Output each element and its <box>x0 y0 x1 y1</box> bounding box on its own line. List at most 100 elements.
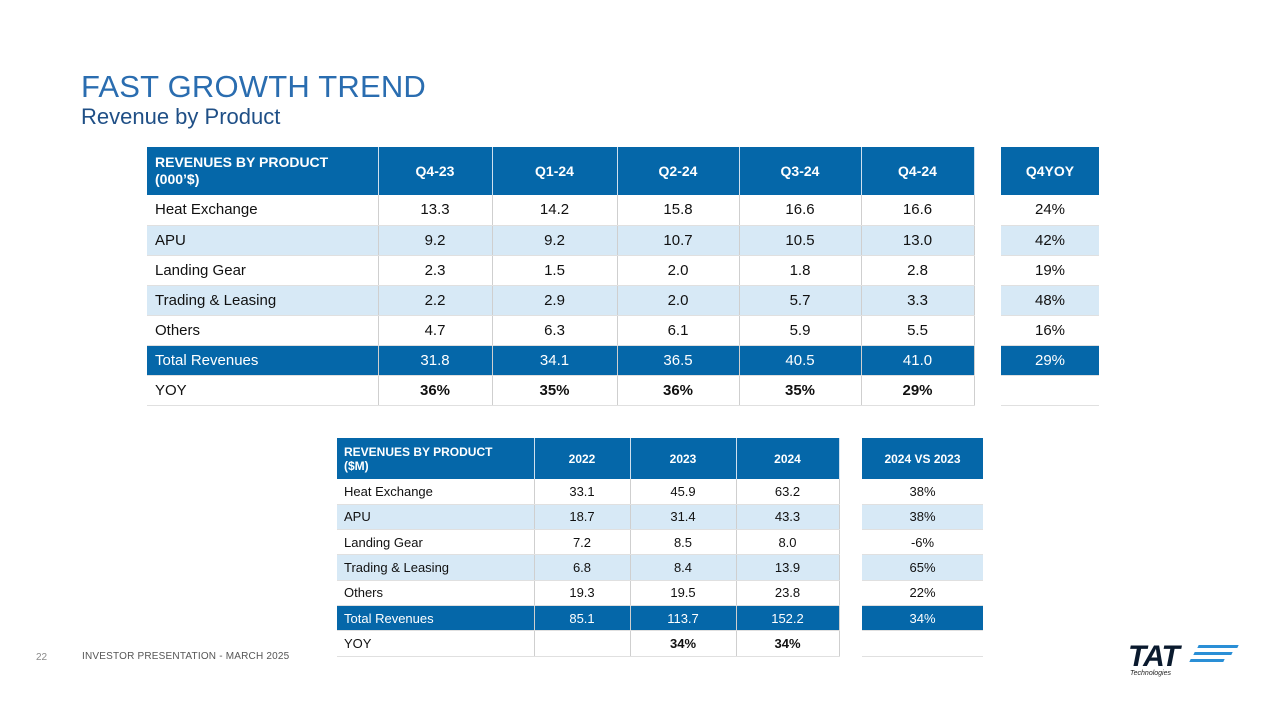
table-cell: 8.0 <box>736 529 840 556</box>
row-label: Others <box>147 315 379 346</box>
row-label: Heat Exchange <box>147 195 379 226</box>
table-row: Total Revenues 85.1 113.7 152.2 <box>337 605 840 632</box>
table-cell: 16.6 <box>861 195 975 226</box>
table-row <box>862 630 983 657</box>
yoy-cell: -6% <box>862 529 983 556</box>
page-title: FAST GROWTH TREND <box>81 69 426 104</box>
table-cell: 13.3 <box>378 195 493 226</box>
column-header: 2022 <box>534 438 631 479</box>
table-row: 29% <box>1001 345 1099 376</box>
row-label: Landing Gear <box>337 529 535 556</box>
table-cell: 33.1 <box>534 479 631 505</box>
row-label: Landing Gear <box>147 255 379 286</box>
table-cell: 9.2 <box>492 225 618 256</box>
table-cell: 6.1 <box>617 315 740 346</box>
table-cell: 8.4 <box>630 554 737 581</box>
table-row: Heat Exchange 13.3 14.2 15.8 16.6 16.6 <box>147 195 975 226</box>
table-cell: 45.9 <box>630 479 737 505</box>
table-cell: 2.0 <box>617 255 740 286</box>
table-cell: 19.3 <box>534 580 631 606</box>
quarterly-yoy-table: Q4YOY 24% 42% 19% 48% 16% 29% <box>1001 147 1099 406</box>
table-cell: 2.3 <box>378 255 493 286</box>
table-cell: 7.2 <box>534 529 631 556</box>
yoy-cell: 24% <box>1001 195 1099 226</box>
table-cell: 5.5 <box>861 315 975 346</box>
table-cell: 43.3 <box>736 504 840 531</box>
row-label: APU <box>337 504 535 531</box>
table-cell: 9.2 <box>378 225 493 256</box>
table-row: 65% <box>862 554 983 581</box>
table-cell <box>534 630 631 657</box>
page-subtitle: Revenue by Product <box>81 104 281 129</box>
footer-text: INVESTOR PRESENTATION - MARCH 2025 <box>82 651 290 662</box>
table-header-row: 2024 VS 2023 <box>862 438 983 479</box>
table-header-row: REVENUES BY PRODUCT ($M) 2022 2023 2024 <box>337 438 840 479</box>
table-cell: 3.3 <box>861 285 975 316</box>
table-row: Others 19.3 19.5 23.8 <box>337 580 840 606</box>
column-header: Q4YOY <box>1001 147 1099 195</box>
annual-revenue-table: REVENUES BY PRODUCT ($M) 2022 2023 2024 … <box>337 438 840 657</box>
row-label: Heat Exchange <box>337 479 535 505</box>
table-cell: 34.1 <box>492 345 618 376</box>
table-cell: 2.9 <box>492 285 618 316</box>
yoy-cell: 48% <box>1001 285 1099 316</box>
table-row: -6% <box>862 529 983 556</box>
row-label: Others <box>337 580 535 606</box>
table-cell: 85.1 <box>534 605 631 632</box>
table-row: 42% <box>1001 225 1099 256</box>
table-cell: 2.2 <box>378 285 493 316</box>
table-cell: 19.5 <box>630 580 737 606</box>
table-cell: 6.3 <box>492 315 618 346</box>
row-label: YOY <box>337 630 535 657</box>
table-row: YOY 34% 34% <box>337 630 840 657</box>
table-row: YOY 36% 35% 36% 35% 29% <box>147 375 975 406</box>
table-cell: 35% <box>739 375 862 406</box>
quarterly-revenue-table: REVENUES BY PRODUCT (000’$) Q4-23 Q1-24 … <box>147 147 975 406</box>
yoy-cell: 16% <box>1001 315 1099 346</box>
table-row: Trading & Leasing 2.2 2.9 2.0 5.7 3.3 <box>147 285 975 316</box>
table-cell: 41.0 <box>861 345 975 376</box>
table-row: APU 9.2 9.2 10.7 10.5 13.0 <box>147 225 975 256</box>
table-cell: 34% <box>630 630 737 657</box>
table-cell: 8.5 <box>630 529 737 556</box>
logo-stripe <box>1193 652 1233 655</box>
table-cell: 1.5 <box>492 255 618 286</box>
table-cell: 29% <box>861 375 975 406</box>
page-number: 22 <box>36 652 48 663</box>
table-row: Trading & Leasing 6.8 8.4 13.9 <box>337 554 840 581</box>
yoy-cell: 19% <box>1001 255 1099 286</box>
table-header-label: REVENUES BY PRODUCT ($M) <box>337 438 535 479</box>
table-row: 22% <box>862 580 983 606</box>
table-cell: 18.7 <box>534 504 631 531</box>
table-cell: 152.2 <box>736 605 840 632</box>
column-header: Q1-24 <box>492 147 618 195</box>
yoy-cell <box>862 630 983 657</box>
yoy-cell: 38% <box>862 479 983 505</box>
tat-logo: TAT Technologies <box>1128 640 1240 680</box>
table-row: 16% <box>1001 315 1099 346</box>
table-cell: 13.9 <box>736 554 840 581</box>
table-cell: 35% <box>492 375 618 406</box>
table-row: 24% <box>1001 195 1099 226</box>
column-header: 2024 <box>736 438 840 479</box>
table-cell: 6.8 <box>534 554 631 581</box>
logo-stripe <box>1197 645 1239 648</box>
table-cell: 36.5 <box>617 345 740 376</box>
column-header: 2024 VS 2023 <box>862 438 983 479</box>
table-cell: 15.8 <box>617 195 740 226</box>
table-cell: 113.7 <box>630 605 737 632</box>
table-header-row: REVENUES BY PRODUCT (000’$) Q4-23 Q1-24 … <box>147 147 975 195</box>
column-header: Q4-24 <box>861 147 975 195</box>
table-row: 38% <box>862 479 983 505</box>
table-row: 48% <box>1001 285 1099 316</box>
table-cell: 10.7 <box>617 225 740 256</box>
table-cell: 36% <box>617 375 740 406</box>
yoy-cell: 29% <box>1001 345 1099 376</box>
table-row <box>1001 375 1099 406</box>
table-cell: 5.7 <box>739 285 862 316</box>
table-row: 38% <box>862 504 983 531</box>
yoy-cell <box>1001 375 1099 406</box>
table-cell: 4.7 <box>378 315 493 346</box>
table-row: Heat Exchange 33.1 45.9 63.2 <box>337 479 840 505</box>
table-cell: 1.8 <box>739 255 862 286</box>
